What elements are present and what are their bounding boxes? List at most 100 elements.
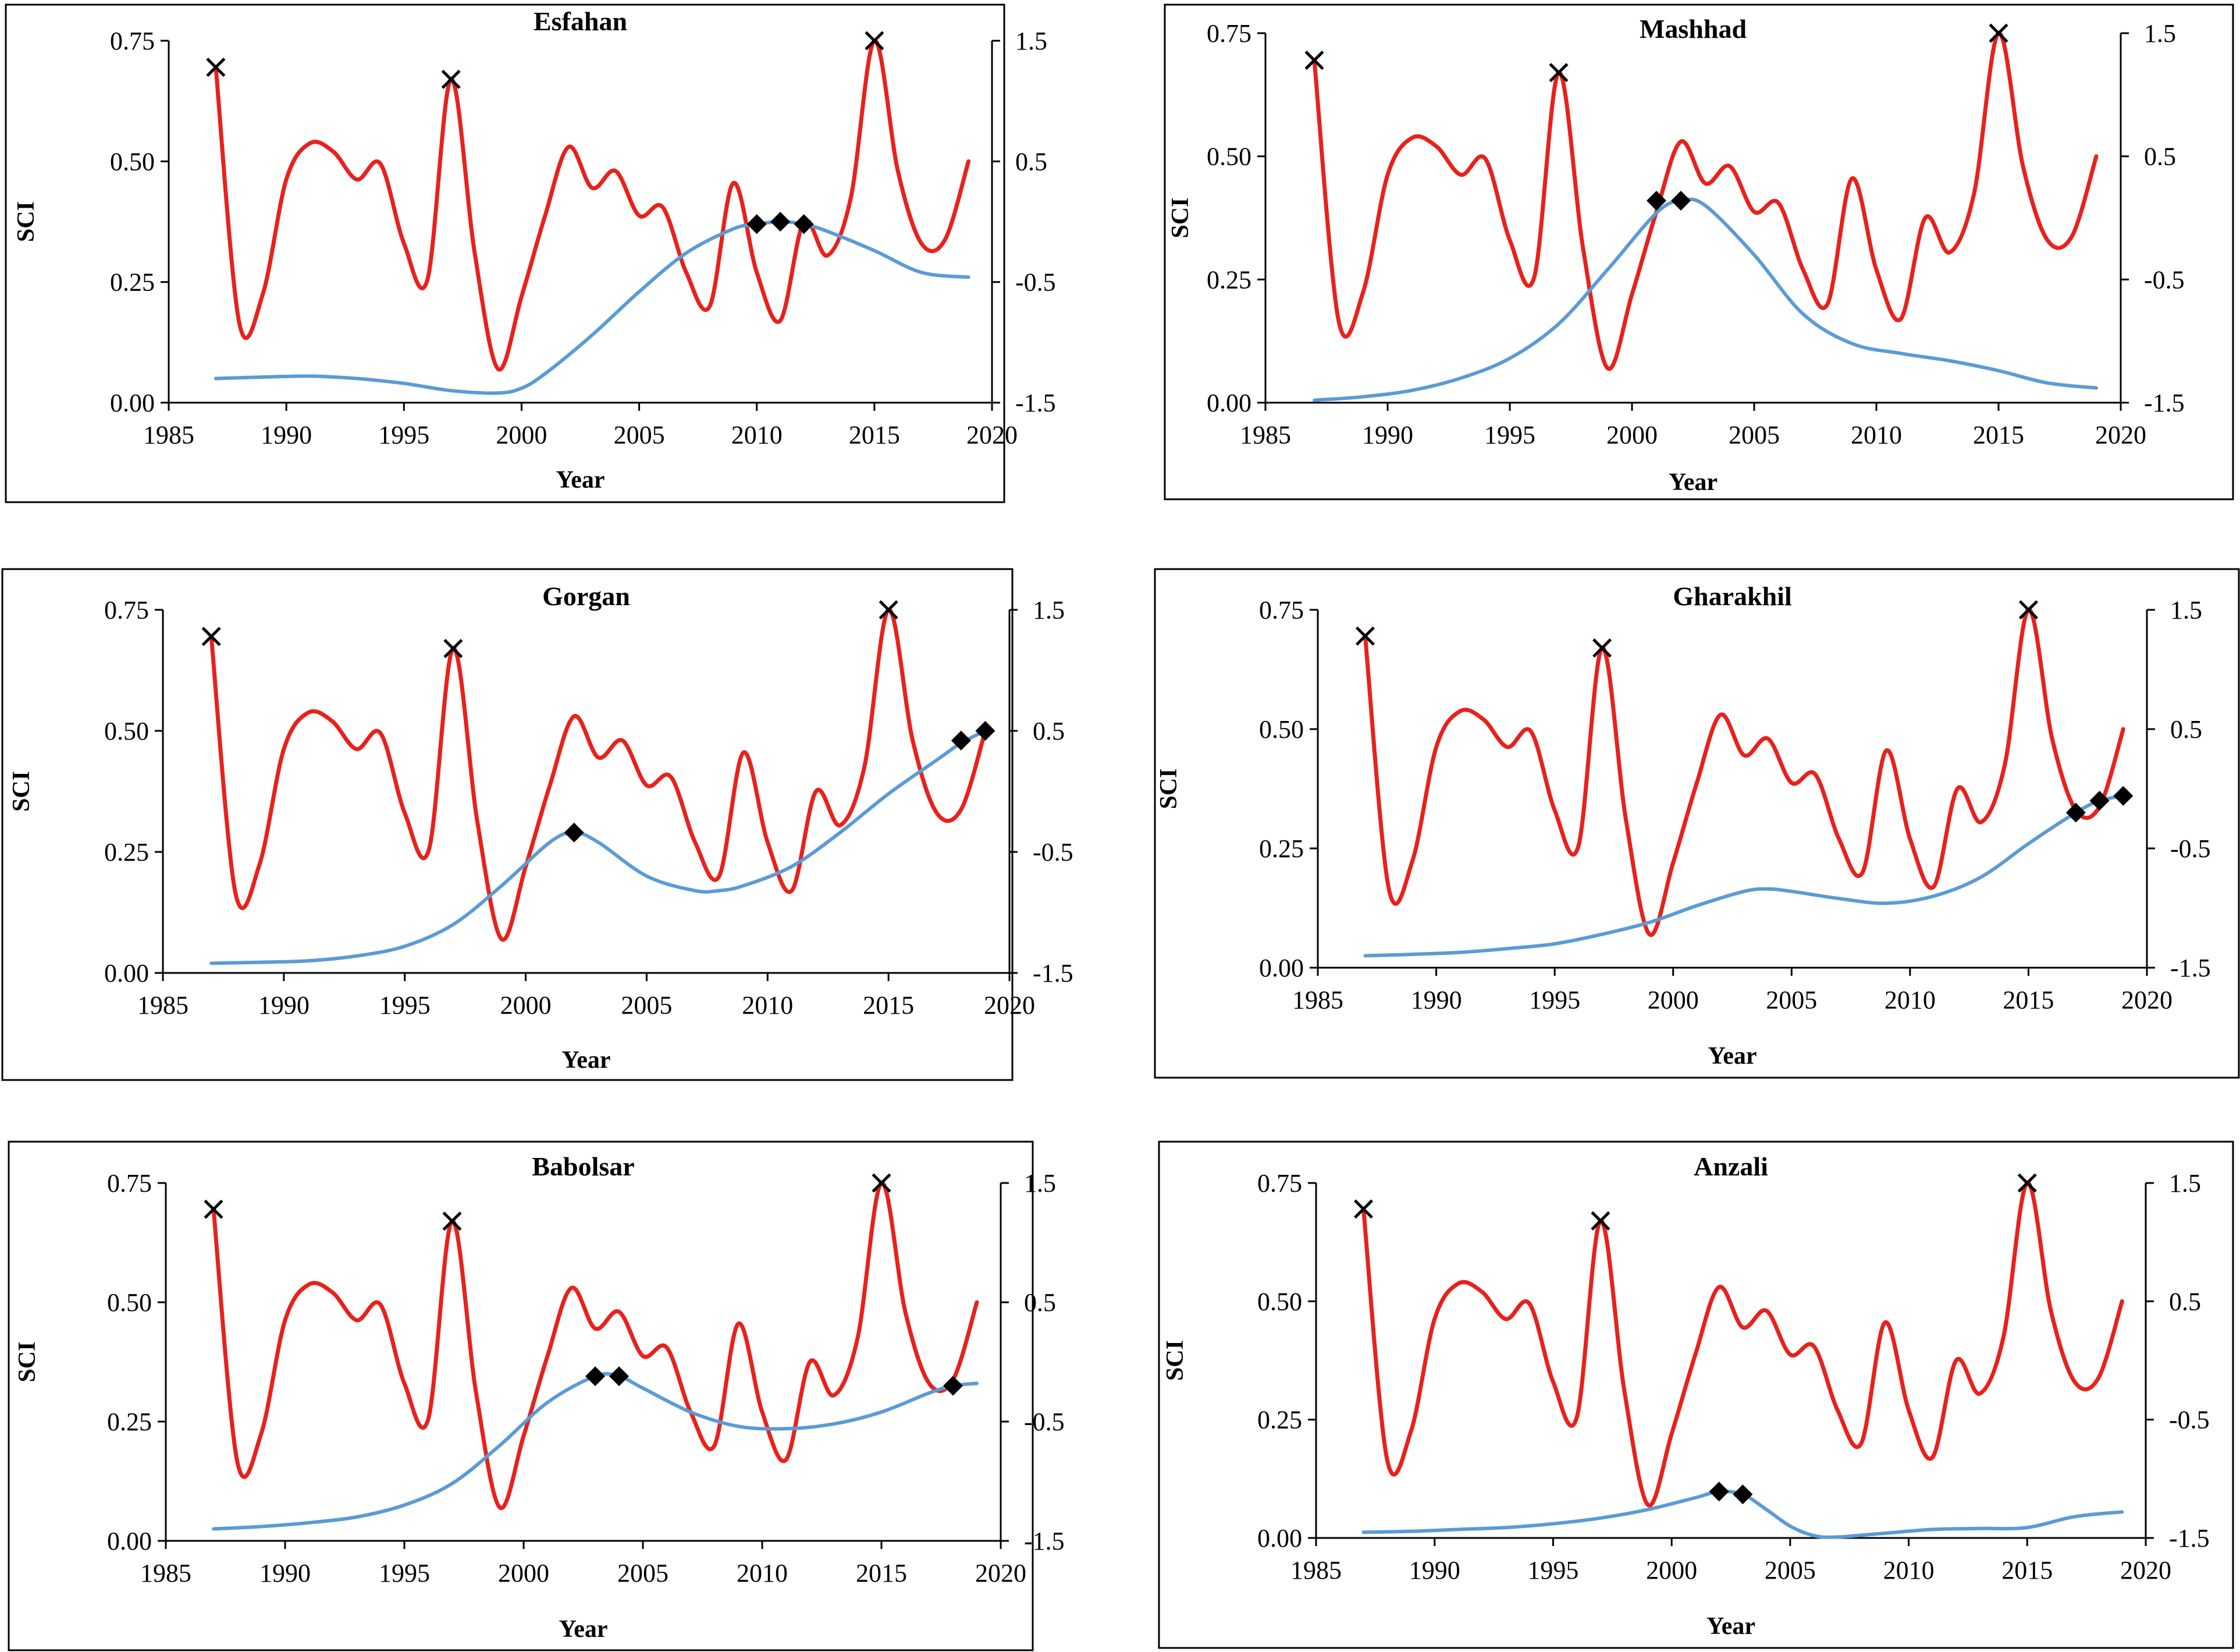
- x-axis-title: Year: [559, 1616, 608, 1643]
- x-tick-label: 2020: [2095, 421, 2146, 449]
- x-axis-title: Year: [1669, 469, 1718, 496]
- diamond-marker: [609, 1366, 629, 1387]
- cross-marker: [1989, 23, 2008, 43]
- red-series-line: [214, 38, 971, 372]
- x-tick-label: 2015: [856, 1559, 907, 1587]
- x-tick-label: 2000: [1606, 421, 1658, 449]
- y-tick-label: 0.75: [1207, 19, 1251, 48]
- y-tick-label: 0.25: [107, 1408, 152, 1436]
- cross-marker: [206, 58, 226, 77]
- y2-tick-label: 1.5: [1015, 27, 1047, 55]
- x-tick-label: 2000: [500, 991, 552, 1019]
- x-tick-label: 2005: [617, 1559, 669, 1587]
- panel-frame: [1164, 3, 2234, 500]
- x-tick-label: 2015: [2001, 1556, 2053, 1585]
- diamond-marker: [794, 214, 814, 235]
- y-tick-label: 0.50: [107, 1288, 152, 1317]
- y2-tick-label: -0.5: [2144, 265, 2185, 294]
- y2-tick-label: 1.5: [2144, 19, 2176, 48]
- y-tick-label: 0.75: [1257, 1169, 1302, 1198]
- y2-tick-label: -0.5: [1033, 838, 1073, 866]
- chart-panel-esfahan: 1985 1990 1995 2000 2005 2010 2015 2020 0.00 0.25…: [5, 3, 1056, 503]
- y2-tick-label: 1.5: [1033, 596, 1065, 624]
- red-series-line: [1361, 1181, 2124, 1508]
- y-tick-label: 0.00: [107, 1527, 152, 1555]
- y-tick-label: 0.00: [104, 959, 149, 987]
- x-tick-label: 2015: [849, 421, 900, 449]
- sci-series-line: [1313, 197, 2098, 402]
- diamond-marker: [2089, 791, 2110, 811]
- chart-panel-anzali: 1985 1990 1995 2000 2005 2010 2015 2020 0.00 0.25…: [1158, 1141, 2234, 1649]
- x-tick-label: 1990: [1411, 986, 1462, 1014]
- x-tick-label: 2000: [1646, 1556, 1697, 1585]
- x-tick-label: 2015: [1973, 421, 2024, 449]
- y2-tick-label: 1.5: [2170, 596, 2202, 624]
- x-tick-label: 1995: [379, 991, 431, 1019]
- y-tick-label: 0.00: [1259, 954, 1304, 982]
- cross-marker: [872, 1173, 891, 1193]
- x-tick-label: 2020: [975, 1559, 1026, 1587]
- y-tick-label: 0.25: [1259, 834, 1304, 863]
- x-tick-label: 1995: [378, 421, 429, 449]
- cross-marker: [441, 69, 461, 89]
- x-tick-label: 2005: [1765, 1556, 1816, 1585]
- chart-panel-babolsar: 1985 1990 1995 2000 2005 2010 2015 2020 0.00 0.25…: [8, 1141, 1065, 1651]
- x-tick-label: 1995: [379, 1559, 430, 1587]
- x-tick-label: 1985: [1240, 421, 1291, 449]
- chart-panel-gharakhil: 1985 1990 1995 2000 2005 2010 2015 2020 0.00 0.25…: [1154, 568, 2240, 1079]
- y-tick-label: 0.25: [1257, 1406, 1302, 1434]
- panel-title: Gharakhil: [1673, 581, 1792, 611]
- cross-marker: [1355, 626, 1375, 646]
- diamond-marker: [564, 822, 584, 843]
- diamond-marker: [770, 212, 791, 232]
- x-tick-label: 2020: [984, 991, 1035, 1019]
- cross-marker: [1591, 1211, 1610, 1231]
- y-tick-label: 0.75: [104, 596, 149, 624]
- chart-panel-mashhad: 1985 1990 1995 2000 2005 2010 2015 2020 0.00 0.25…: [1164, 3, 2234, 500]
- y-axis-title: SCI: [1162, 1340, 1189, 1381]
- red-series-line: [1363, 607, 2125, 937]
- panel-title: Esfahan: [534, 6, 627, 36]
- red-series-line: [211, 1181, 979, 1511]
- x-tick-label: 1990: [1409, 1556, 1460, 1585]
- x-tick-label: 2000: [1648, 986, 1699, 1014]
- diamond-marker: [1733, 1484, 1753, 1505]
- cross-marker: [204, 1199, 223, 1219]
- y2-tick-label: -0.5: [1015, 268, 1056, 297]
- diamond-marker: [2065, 802, 2086, 823]
- y-tick-label: 0.50: [1257, 1287, 1302, 1316]
- sci-series-line: [214, 220, 970, 395]
- y2-tick-label: 1.5: [1024, 1169, 1056, 1198]
- y2-tick-label: -1.5: [1024, 1527, 1065, 1555]
- panel-title: Babolsar: [532, 1152, 634, 1181]
- y-tick-label: 0.50: [1259, 715, 1304, 744]
- x-tick-label: 2015: [863, 991, 914, 1019]
- y-tick-label: 0.25: [1207, 265, 1251, 294]
- y2-tick-label: 0.5: [2169, 1287, 2201, 1316]
- cross-marker: [879, 600, 898, 620]
- y-tick-label: 0.25: [110, 268, 155, 297]
- y-tick-label: 0.75: [110, 27, 155, 55]
- x-tick-label: 1985: [140, 1559, 191, 1587]
- x-tick-label: 1985: [143, 421, 194, 449]
- y-tick-label: 0.50: [110, 147, 155, 176]
- panel-title: Anzali: [1694, 1152, 1768, 1181]
- y2-tick-label: 0.5: [1015, 147, 1047, 176]
- x-tick-label: 2010: [737, 1559, 788, 1587]
- x-tick-label: 1995: [1527, 1556, 1578, 1585]
- x-tick-label: 1985: [137, 991, 189, 1019]
- y2-tick-label: -0.5: [2169, 1406, 2210, 1434]
- sci-series-line: [1361, 1489, 2124, 1539]
- x-tick-label: 2010: [1885, 986, 1936, 1014]
- red-series-line: [1312, 31, 2099, 371]
- diamond-marker: [951, 730, 971, 751]
- x-axis-title: Year: [1706, 1613, 1755, 1640]
- x-tick-label: 2010: [731, 421, 783, 449]
- y-tick-label: 0.00: [110, 389, 155, 417]
- x-tick-label: 2010: [1883, 1556, 1935, 1585]
- cross-marker: [1304, 51, 1324, 70]
- panel-title: Gorgan: [542, 581, 630, 611]
- diamond-marker: [1709, 1482, 1729, 1502]
- x-tick-label: 1990: [258, 991, 310, 1019]
- cross-marker: [865, 31, 884, 51]
